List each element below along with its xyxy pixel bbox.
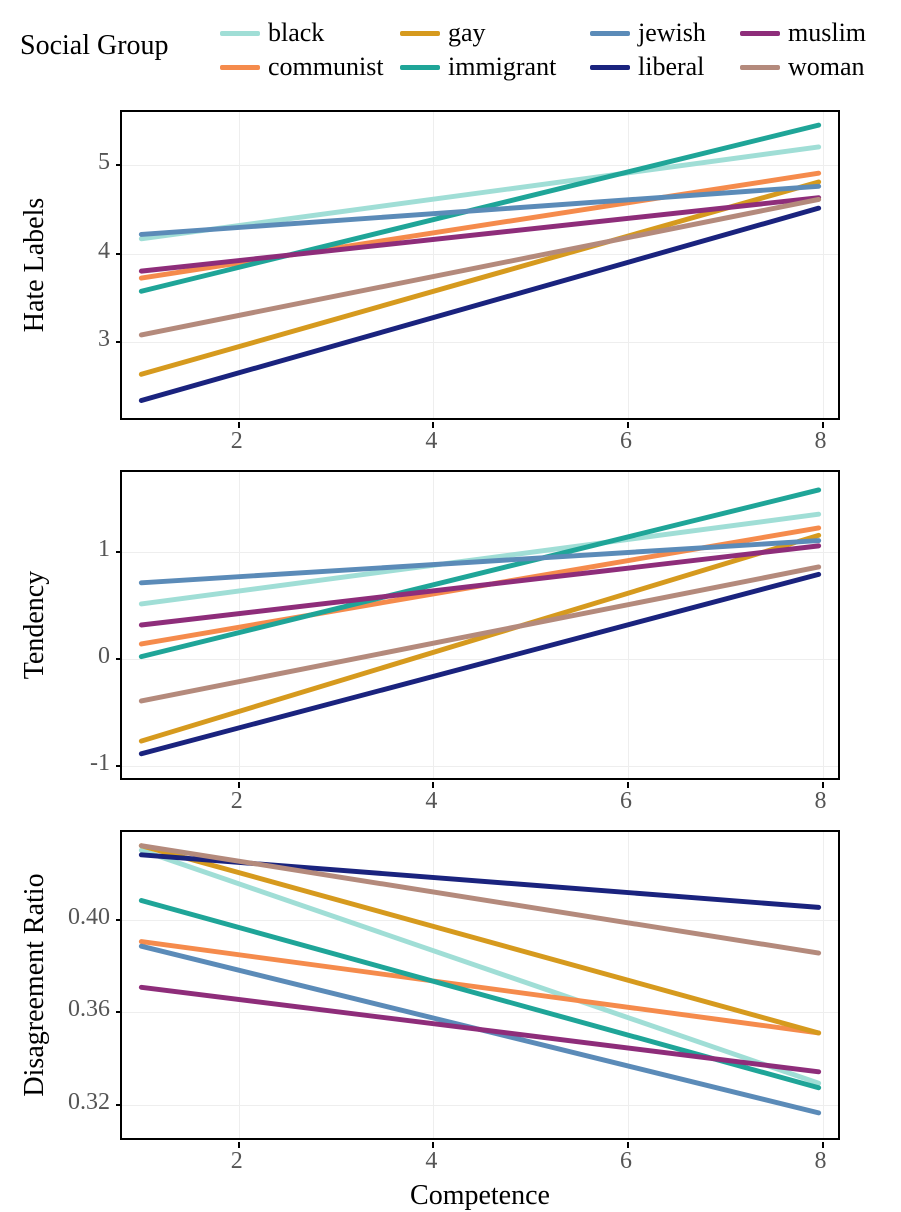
x-tick-label: 6 xyxy=(620,428,632,455)
figure-container: Social Group black communist gay immigrant j… xyxy=(0,0,901,1191)
y-tick-label: 5 xyxy=(98,149,110,176)
x-tick-label: 6 xyxy=(620,1148,632,1175)
y-tick-label: 3 xyxy=(98,326,110,353)
legend-item-black: black xyxy=(220,18,324,48)
y-tick-label: 0.40 xyxy=(68,904,110,931)
legend-item-gay: gay xyxy=(400,18,486,48)
y-axis-label-hate: Hate Labels xyxy=(19,110,51,420)
series-line-jewish xyxy=(141,541,818,583)
y-tick-label: 4 xyxy=(98,238,110,265)
legend-label-immigrant: immigrant xyxy=(448,52,556,82)
x-tick-label: 4 xyxy=(425,788,437,815)
legend-label-black: black xyxy=(268,18,324,48)
legend-area: Social Group black communist gay immigrant j… xyxy=(0,8,901,88)
y-tick-label: 0.36 xyxy=(68,996,110,1023)
plot-svg-disagree xyxy=(122,832,838,1138)
legend-item-jewish: jewish xyxy=(590,18,706,48)
series-line-liberal xyxy=(141,574,818,753)
panel-disagree xyxy=(120,830,840,1140)
series-line-liberal xyxy=(141,208,818,400)
x-tick-label: 2 xyxy=(231,788,243,815)
panel-tendency xyxy=(120,470,840,780)
plot-svg-hate xyxy=(122,112,838,418)
y-tick-label: 0 xyxy=(98,643,110,670)
x-tick-label: 4 xyxy=(425,1148,437,1175)
legend-label-communist: communist xyxy=(268,52,384,82)
y-tick-label: -1 xyxy=(90,750,110,777)
series-line-communist xyxy=(141,942,818,1033)
y-axis-label-tendency: Tendency xyxy=(19,470,51,780)
x-tick-label: 6 xyxy=(620,788,632,815)
x-axis-label: Competence xyxy=(120,1180,840,1212)
legend-label-muslim: muslim xyxy=(788,18,866,48)
series-line-muslim xyxy=(141,987,818,1071)
legend-swatch-jewish xyxy=(590,31,630,36)
legend-label-woman: woman xyxy=(788,52,865,82)
y-tick-label: 0.32 xyxy=(68,1089,110,1116)
x-tick-label: 8 xyxy=(815,788,827,815)
x-tick-label: 8 xyxy=(815,428,827,455)
legend-item-communist: communist xyxy=(220,52,384,82)
series-line-black xyxy=(141,850,818,1083)
legend-swatch-liberal xyxy=(590,65,630,70)
x-tick-label: 2 xyxy=(231,428,243,455)
x-tick-label: 4 xyxy=(425,428,437,455)
legend-swatch-communist xyxy=(220,65,260,70)
legend-label-gay: gay xyxy=(448,18,486,48)
legend-item-immigrant: immigrant xyxy=(400,52,556,82)
legend-swatch-black xyxy=(220,31,260,36)
legend-label-liberal: liberal xyxy=(638,52,704,82)
y-tick-label: 1 xyxy=(98,536,110,563)
series-line-gay xyxy=(141,535,818,741)
x-tick-label: 8 xyxy=(815,1148,827,1175)
legend-swatch-woman xyxy=(740,65,780,70)
legend-item-muslim: muslim xyxy=(740,18,866,48)
panel-hate xyxy=(120,110,840,420)
legend-title: Social Group xyxy=(20,30,169,62)
legend-label-jewish: jewish xyxy=(638,18,706,48)
plot-svg-tendency xyxy=(122,472,838,778)
x-tick-label: 2 xyxy=(231,1148,243,1175)
legend-swatch-muslim xyxy=(740,31,780,36)
legend-swatch-gay xyxy=(400,31,440,36)
legend-swatch-immigrant xyxy=(400,65,440,70)
y-axis-label-disagree: Disagreement Ratio xyxy=(19,830,51,1140)
legend-item-woman: woman xyxy=(740,52,865,82)
legend-item-liberal: liberal xyxy=(590,52,704,82)
